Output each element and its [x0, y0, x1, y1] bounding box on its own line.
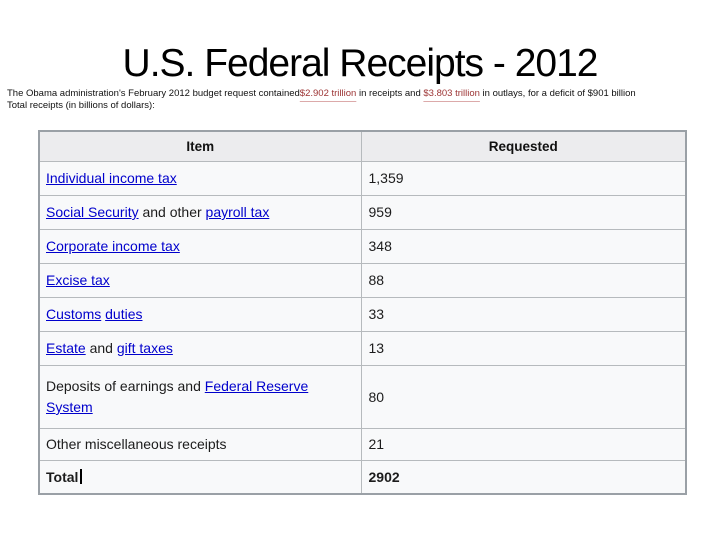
outlays-amount-link[interactable]: $3.803 trillion [423, 88, 480, 99]
item-cell: Estate and gift taxes [38, 331, 362, 366]
payroll-tax-link[interactable]: payroll tax [205, 204, 270, 220]
estate-link[interactable]: Estate [46, 340, 86, 356]
item-cell: Total [38, 460, 362, 495]
plain-text: and [85, 340, 117, 356]
table-row-estate-gift-taxes: Estate and gift taxes 13 [38, 331, 687, 366]
value-cell: 1,359 [360, 161, 687, 196]
item-cell: Other miscellaneous receipts [38, 428, 362, 461]
item-cell: Excise tax [38, 263, 362, 298]
subtitle-line-2: Total receipts (in billions of dollars): [7, 99, 155, 111]
table-header-row: Item Requested [38, 130, 687, 162]
table-row-deposits-federal-reserve: Deposits of earnings and Federal Reserve… [38, 365, 687, 429]
table-row-total: Total 2902 [38, 460, 687, 495]
table-row-customs-duties: Customs duties 33 [38, 297, 687, 332]
table-row-individual-income-tax: Individual income tax 1,359 [38, 161, 687, 196]
total-label: Total [46, 468, 79, 485]
value-cell: 21 [360, 428, 687, 461]
plain-text: Deposits of earnings and [46, 378, 205, 394]
item-cell: Deposits of earnings and Federal Reserve… [38, 365, 362, 429]
value-cell: 88 [360, 263, 687, 298]
value-cell: 13 [360, 331, 687, 366]
receipts-amount-link[interactable]: $2.902 trillion [299, 88, 357, 99]
item-cell: Social Security and other payroll tax [38, 195, 362, 230]
plain-text: and other [138, 204, 206, 220]
value-cell: 959 [360, 195, 687, 230]
subtitle-text-2: in receipts and [356, 88, 424, 99]
column-header-requested: Requested [360, 130, 687, 162]
subtitle-text-1: The Obama administration's February 2012… [7, 88, 300, 99]
corporate-income-tax-link[interactable]: Corporate income tax [46, 238, 180, 254]
customs-link[interactable]: Customs [46, 306, 102, 322]
individual-income-tax-link[interactable]: Individual income tax [46, 170, 177, 186]
duties-link[interactable]: duties [105, 306, 143, 322]
table-row-excise-tax: Excise tax 88 [38, 263, 687, 298]
subtitle-line-1: The Obama administration's February 2012… [7, 88, 715, 100]
excise-tax-link[interactable]: Excise tax [46, 272, 110, 288]
subtitle-text-3: in outlays, for a deficit of $901 billio… [479, 88, 636, 99]
value-cell: 2902 [360, 460, 687, 495]
table-row-corporate-income-tax: Corporate income tax 348 [38, 229, 687, 264]
item-cell: Customs duties [38, 297, 362, 332]
social-security-link[interactable]: Social Security [46, 204, 139, 220]
federal-reserve-system-link[interactable]: Federal Reserve System [46, 378, 309, 415]
gift-taxes-link[interactable]: gift taxes [116, 340, 173, 356]
table-row-other-miscellaneous-receipts: Other miscellaneous receipts 21 [38, 428, 687, 461]
plain-text: Other miscellaneous receipts [46, 436, 227, 452]
column-header-item: Item [38, 130, 362, 162]
table-row-social-security-payroll-tax: Social Security and other payroll tax 95… [38, 195, 687, 230]
item-cell: Individual income tax [38, 161, 362, 196]
subtitle: The Obama administration's February 2012… [7, 88, 715, 111]
receipts-table: Item Requested Individual income tax 1,3… [38, 130, 687, 495]
value-cell: 33 [360, 297, 687, 332]
item-cell: Corporate income tax [38, 229, 362, 264]
value-cell: 80 [360, 365, 687, 429]
text-caret [80, 468, 82, 484]
value-cell: 348 [360, 229, 687, 264]
page-title: U.S. Federal Receipts - 2012 [122, 42, 599, 85]
